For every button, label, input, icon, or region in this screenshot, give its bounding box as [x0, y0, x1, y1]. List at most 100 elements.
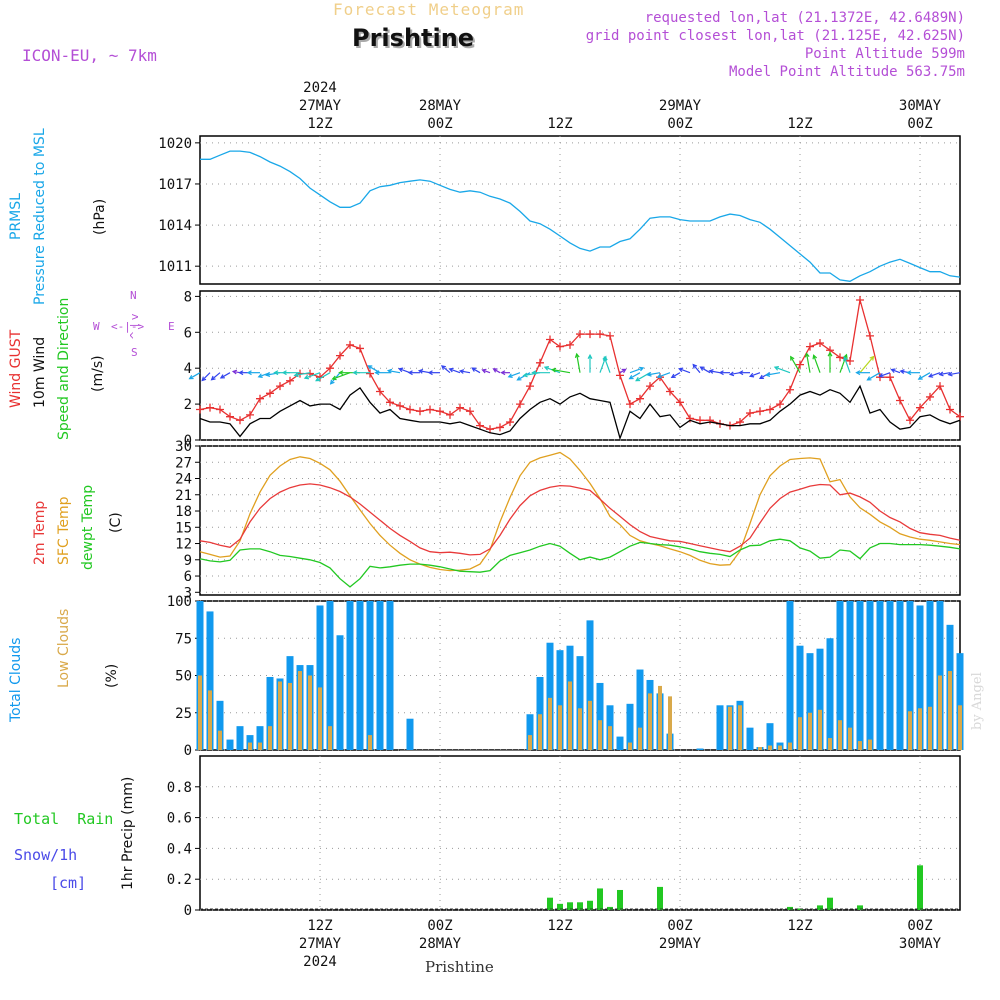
y-tick-label: 12 [175, 537, 192, 553]
wind-arrow-head [574, 352, 580, 358]
y-tick-label: 6 [184, 569, 192, 585]
low-cloud-bar [548, 697, 552, 750]
wind-arrow [220, 372, 231, 379]
rain-bar [917, 865, 923, 910]
subtitle: Forecast Meteogram [333, 0, 525, 19]
y-tick-label: 1014 [158, 218, 192, 234]
rain-bar [587, 900, 593, 910]
wind-arrow-head [628, 374, 634, 380]
wind-arrow [460, 370, 471, 374]
wind-arrow [449, 368, 461, 374]
grid-point-coords: grid point closest lon,lat (21.125E, 42.… [585, 28, 965, 44]
gust-marker [456, 403, 464, 412]
wind-arrow-head [656, 373, 662, 379]
gust-marker [326, 364, 334, 373]
wind-arrow [315, 372, 331, 382]
wind-arrow [647, 372, 661, 376]
wind-arrow-head [531, 370, 537, 376]
total-cloud-bar [366, 601, 374, 750]
wind-arrow-head [692, 363, 698, 369]
low-cloud-bar [868, 739, 872, 750]
total-cloud-bar [926, 601, 934, 750]
gust-marker [246, 410, 254, 419]
low-cloud-bar [788, 742, 792, 750]
wind-10m-label: 10m Wind [32, 336, 48, 408]
bottom-time-label: 12Z [547, 918, 572, 934]
low-cloud-bar [538, 714, 542, 750]
wind-arrow [692, 364, 701, 374]
gust-marker [576, 330, 584, 339]
page-title: Prishtine [352, 24, 475, 52]
wind-arrow [948, 372, 961, 376]
wind-arrow-head [758, 374, 765, 380]
low-cloud-bar [558, 705, 562, 750]
wind-arrow-head [386, 368, 393, 374]
y-tick-label: 18 [175, 504, 192, 520]
wind-arrow-head [507, 373, 513, 378]
low-cloud-bar [258, 742, 262, 750]
rain-bar [607, 906, 613, 910]
wind-arrow [552, 368, 571, 374]
panel-frame-1 [199, 290, 961, 441]
wind-arrow [603, 356, 611, 373]
low-cloud-bar [938, 675, 942, 750]
gust-marker [606, 331, 614, 340]
wind-arrow-head [238, 370, 244, 376]
model-altitude: Model Point Altitude 563.75m [728, 64, 965, 80]
rain-bar [597, 888, 603, 910]
gust-marker [566, 340, 574, 349]
gust-marker [416, 407, 424, 416]
wind-arrow-head [481, 368, 487, 374]
low-cloud-bar [578, 708, 582, 750]
y-tick-label: 6 [184, 325, 192, 341]
gust-marker [486, 425, 494, 434]
y-tick-label: 1011 [158, 259, 192, 275]
gust-marker [636, 394, 644, 403]
wind-arrow-head [699, 366, 705, 371]
gust-marker [526, 382, 534, 391]
low-cloud-bar [668, 696, 672, 750]
wind-arrow [629, 367, 644, 374]
wind-unit: (m/s) [90, 355, 106, 392]
snow-label: Snow/1h [14, 846, 78, 864]
low-cloud-bar [948, 671, 952, 750]
wind-arrow-head [866, 376, 872, 381]
wind-arrow-head [246, 370, 252, 376]
wind-arrow-head [790, 355, 795, 361]
total-cloud-bar [616, 736, 624, 750]
prmsl-label: PRMSL [8, 193, 24, 240]
wind-arrow-head [281, 370, 287, 376]
gust-marker [926, 392, 934, 401]
total-cloud-bar [216, 700, 224, 750]
wind-arrow-head [448, 367, 454, 373]
top-time-label: 00Z [427, 116, 452, 132]
bottom-time-label: 00Z [427, 918, 452, 934]
low-cloud-bar [308, 675, 312, 750]
wind-arrow-head [773, 366, 780, 371]
wind-arrow [749, 372, 761, 377]
footer-location: Prishtine [425, 958, 494, 976]
wind-arrow-head [427, 370, 433, 376]
wind-arrow-head [188, 374, 194, 380]
gust-marker [406, 405, 414, 414]
total-cloud-bar [226, 739, 234, 750]
y-tick-label: 21 [175, 488, 192, 504]
gust-marker [846, 357, 854, 366]
gust-marker [256, 394, 264, 403]
bottom-day-label: 27MAY [299, 936, 342, 952]
bottom-day-label: 29MAY [659, 936, 702, 952]
bottom-time-label: 12Z [787, 918, 812, 934]
wind-arrow [388, 370, 401, 374]
total-cloud-bar [956, 653, 964, 750]
top-day-label: 28MAY [419, 98, 462, 114]
y-tick-label: 0.2 [167, 872, 192, 888]
wind-arrow-head [492, 368, 498, 373]
low-cloud-bar [768, 745, 772, 750]
low-cloud-bar [738, 705, 742, 750]
top-day-label: 27MAY [299, 98, 342, 114]
wind-arrow-head [329, 379, 335, 385]
temp-unit: (C) [108, 512, 124, 533]
gust-marker [336, 351, 344, 360]
wind-arrow [201, 372, 211, 381]
wind-arrow [766, 372, 781, 376]
